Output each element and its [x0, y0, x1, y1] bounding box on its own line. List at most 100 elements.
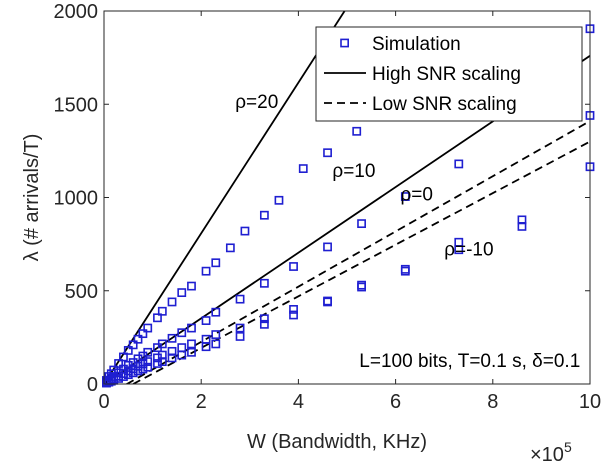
y-tick-label: 500	[65, 281, 98, 303]
simulation-point	[123, 346, 133, 355]
simulation-point	[400, 264, 410, 274]
simulation-point	[143, 323, 153, 333]
simulation-point	[187, 347, 196, 357]
legend-label: High SNR scaling	[372, 64, 521, 85]
simulation-point	[201, 342, 211, 352]
simulation-point	[177, 288, 187, 298]
x-axis-exponent-base: ×10	[530, 444, 564, 465]
simulation-point	[298, 164, 308, 173]
legend-marker	[340, 38, 349, 48]
simulation-point	[225, 243, 235, 253]
simulation-point	[201, 266, 211, 276]
simulation-point	[167, 353, 177, 363]
x-tick-label: 10	[579, 391, 601, 413]
parameters-note: L=100 bits, T=0.1 s, δ=0.1	[359, 351, 580, 372]
simulation-point	[211, 307, 221, 317]
simulation-point	[143, 362, 153, 372]
simulation-point	[400, 192, 410, 201]
simulation-point	[119, 352, 128, 362]
simulation-point	[259, 210, 269, 220]
simulation-point	[177, 350, 187, 360]
legend-box	[315, 26, 583, 122]
x-ticks: 0 2 4 6 8 10	[98, 11, 601, 413]
high-snr-line	[104, 11, 346, 384]
simulation-point	[289, 310, 298, 320]
legend: Simulation High SNR scaling Low SNR scalin…	[315, 26, 583, 122]
simulation-point	[259, 278, 269, 288]
legend-entry: Low SNR scaling	[324, 94, 517, 115]
simulation-point	[323, 297, 332, 307]
y-ticks: 0 500 1000 1500 2000	[54, 1, 590, 396]
simulation-point	[104, 377, 114, 387]
legend-label: Low SNR scaling	[372, 94, 517, 115]
legend-label: Simulation	[372, 34, 461, 55]
simulation-point	[259, 314, 269, 324]
simulation-point	[517, 222, 527, 231]
simulation-point	[187, 339, 196, 349]
simulation-point	[289, 304, 298, 314]
simulation-point	[352, 126, 362, 136]
simulation-point	[211, 339, 221, 349]
x-axis-exponent-power: 5	[564, 439, 572, 455]
simulation-point	[454, 245, 464, 255]
simulation-point	[128, 340, 138, 350]
x-tick-label: 6	[390, 391, 401, 413]
simulation-point	[323, 242, 332, 252]
simulation-point	[157, 306, 167, 316]
rho-label: ρ=10	[332, 161, 375, 182]
simulation-point	[187, 281, 196, 291]
simulation-point	[133, 334, 143, 344]
simulation-point	[167, 297, 177, 307]
y-tick-label: 0	[87, 374, 98, 396]
simulation-point	[143, 347, 153, 357]
simulation-point	[177, 328, 187, 338]
simulation-point	[128, 368, 138, 378]
simulation-point	[167, 333, 177, 343]
simulation-point	[114, 359, 123, 368]
rho-label: ρ=0	[400, 184, 432, 205]
legend-entry: Simulation	[340, 34, 461, 55]
rho-label: ρ=20	[235, 92, 278, 113]
rho-label: ρ=-10	[444, 239, 493, 260]
x-tick-label: 0	[98, 391, 109, 413]
data-markers	[102, 24, 595, 388]
simulation-point	[133, 366, 143, 376]
simulation-point	[157, 357, 167, 367]
simulation-point	[454, 159, 464, 169]
simulation-point	[274, 195, 284, 205]
simulation-point	[235, 323, 245, 333]
y-tick-label: 1500	[54, 94, 99, 116]
y-tick-label: 2000	[54, 1, 99, 23]
legend-entry: High SNR scaling	[324, 64, 521, 85]
y-tick-label: 1000	[54, 188, 99, 210]
simulation-point	[235, 332, 245, 341]
simulation-point	[114, 374, 123, 383]
simulation-point	[119, 372, 128, 381]
simulation-point	[123, 370, 133, 380]
simulation-point	[138, 329, 148, 339]
simulation-point	[187, 323, 196, 333]
simulation-point	[157, 339, 167, 349]
simulation-point	[138, 364, 148, 374]
simulation-point	[323, 148, 332, 158]
simulation-point	[235, 294, 245, 304]
simulation-point	[201, 316, 211, 325]
low-snr-line	[132, 140, 590, 384]
simulation-point	[211, 330, 221, 339]
simulation-point	[153, 359, 162, 368]
simulation-point	[133, 361, 143, 371]
simulation-point	[211, 258, 221, 268]
simulation-point	[289, 262, 298, 271]
simulation-point	[240, 226, 250, 236]
x-tick-label: 8	[487, 391, 498, 413]
x-tick-label: 4	[293, 391, 304, 413]
x-axis-exponent: ×105	[530, 439, 572, 465]
simulation-point	[143, 357, 153, 367]
y-axis-title: λ (# arrivals/T)	[21, 134, 43, 262]
simulation-point	[357, 282, 366, 292]
simulation-point	[259, 319, 269, 329]
x-tick-label: 2	[196, 391, 207, 413]
annotations: ρ=20 ρ=10 ρ=0 ρ=-10 L=100 bits, T=0.1 s, δ=0…	[235, 92, 580, 372]
simulation-point	[357, 219, 366, 229]
